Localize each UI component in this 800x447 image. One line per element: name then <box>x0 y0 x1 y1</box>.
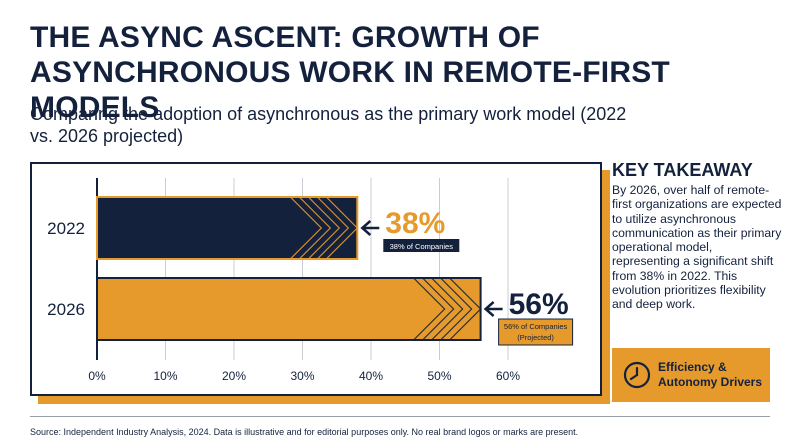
annotation-text: 56% of Companies <box>504 322 568 331</box>
bar-chevron <box>298 197 332 259</box>
x-tick-label: 60% <box>496 369 520 383</box>
x-tick-label: 50% <box>427 369 451 383</box>
x-tick-label: 0% <box>88 369 106 383</box>
x-tick-label: 40% <box>359 369 383 383</box>
takeaway-text: By 2026, over half of remote-first organ… <box>612 183 782 312</box>
annotation-tag <box>498 318 574 346</box>
category-label: 2022 <box>47 219 85 238</box>
takeaway-heading: KEY TAKEAWAY <box>612 160 753 180</box>
bar-chevron <box>325 197 358 259</box>
label-arrow-head <box>360 220 372 236</box>
chart-title: THE ASYNC ASCENT: GROWTH OF ASYNCHRONOUS… <box>30 21 670 124</box>
bar-chevron <box>431 278 464 340</box>
driver-badge: Efficiency & Autonomy Drivers <box>612 348 770 402</box>
annotation-text: (Projected) <box>517 333 554 342</box>
category-label: 2026 <box>47 300 85 319</box>
annotation-tag <box>383 239 460 252</box>
bar-chevron <box>289 197 323 259</box>
bar-chevron <box>449 278 481 340</box>
x-tick-label: 30% <box>290 369 314 383</box>
bar-chevron <box>413 278 446 340</box>
x-tick-label: 20% <box>222 369 246 383</box>
source-note: Source: Independent Industry Analysis, 2… <box>30 427 579 437</box>
bar-chevron <box>422 278 455 340</box>
footer-rule <box>30 416 770 417</box>
data-label: 56% <box>509 288 569 321</box>
x-tick-label: 10% <box>153 369 177 383</box>
driver-label: Efficiency & Autonomy Drivers <box>658 360 763 389</box>
bar-chevron <box>307 197 341 259</box>
label-arrow-head <box>483 301 495 317</box>
annotation-text: 38% of Companies <box>390 242 454 251</box>
bar <box>96 277 482 341</box>
clock-icon <box>623 361 651 389</box>
data-label: 38% <box>385 207 445 240</box>
chart-subtitle: Comparing the adoption of asynchronous a… <box>30 104 627 146</box>
bar-chevron <box>316 197 350 259</box>
bar-chevron <box>440 278 473 340</box>
